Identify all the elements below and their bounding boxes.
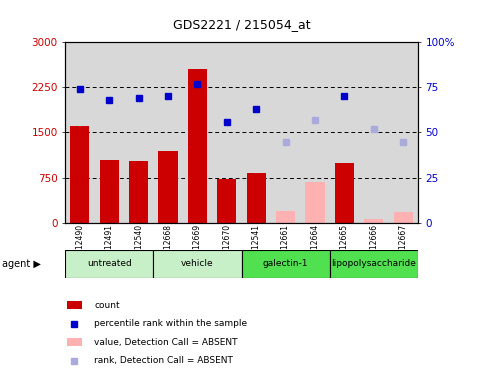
Bar: [276, 211, 295, 223]
FancyBboxPatch shape: [242, 250, 329, 278]
Text: galectin-1: galectin-1: [263, 259, 308, 268]
Bar: [217, 179, 236, 223]
Bar: [394, 212, 412, 223]
FancyBboxPatch shape: [65, 250, 154, 278]
Text: rank, Detection Call = ABSENT: rank, Detection Call = ABSENT: [94, 356, 233, 365]
Bar: [188, 70, 207, 223]
Text: vehicle: vehicle: [181, 259, 214, 268]
Bar: [364, 219, 384, 223]
Text: percentile rank within the sample: percentile rank within the sample: [94, 319, 247, 328]
Bar: [129, 161, 148, 223]
Text: lipopolysaccharide: lipopolysaccharide: [331, 259, 416, 268]
Text: untreated: untreated: [87, 259, 132, 268]
Text: count: count: [94, 301, 120, 310]
Text: GDS2221 / 215054_at: GDS2221 / 215054_at: [173, 18, 310, 31]
FancyBboxPatch shape: [154, 250, 242, 278]
Bar: [247, 174, 266, 223]
Bar: [71, 126, 89, 223]
Bar: [158, 151, 178, 223]
Bar: [305, 182, 325, 223]
Bar: [335, 162, 354, 223]
Bar: [67, 338, 82, 346]
Text: agent ▶: agent ▶: [2, 259, 41, 269]
Text: value, Detection Call = ABSENT: value, Detection Call = ABSENT: [94, 338, 238, 347]
Bar: [99, 160, 119, 223]
FancyBboxPatch shape: [329, 250, 418, 278]
Bar: [67, 301, 82, 309]
